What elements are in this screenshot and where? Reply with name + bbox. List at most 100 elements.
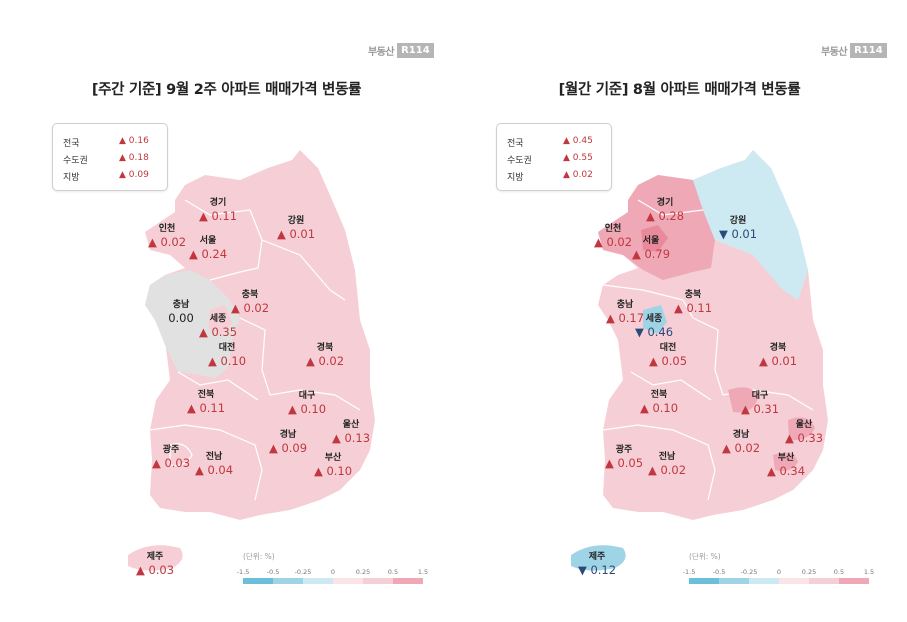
- region-name: 강원: [287, 216, 305, 226]
- region-label: 인천 ▲ 0.02: [594, 224, 632, 249]
- region-name: 광주: [162, 445, 180, 455]
- boundary-line: [692, 317, 814, 411]
- boundary-line: [239, 317, 361, 411]
- region-name: 인천: [158, 224, 176, 234]
- region-label: 충남 0.00: [168, 300, 194, 325]
- region-label: 광주 ▲ 0.03: [152, 445, 190, 470]
- color-scale-legend: (단위: %) -1.5 -0.5 -0.25 0 0.25 0.5 1.5: [237, 551, 429, 591]
- legend-ticks: -1.5 -0.5 -0.25 0 0.25 0.5 1.5: [237, 568, 429, 578]
- legend-tick: -1.5: [236, 568, 250, 576]
- region-label: 대전 ▲ 0.05: [649, 343, 687, 368]
- region-name: 제주: [588, 552, 606, 562]
- region-value: ▲ 0.10: [313, 464, 353, 478]
- summary-value: ▲ 0.02: [563, 170, 593, 180]
- region-label: 서울 ▲ 0.24: [189, 236, 227, 261]
- region-name: 경남: [279, 430, 297, 440]
- logo-badge: R114: [397, 42, 434, 58]
- summary-row: 지방 ▲ 0.09: [63, 170, 159, 186]
- region-value: ▲ 0.11: [198, 209, 238, 223]
- region-name: 경북: [769, 343, 787, 353]
- region-name: 전남: [205, 452, 223, 462]
- boundary-line: [630, 371, 712, 401]
- region-name: 부산: [777, 453, 795, 463]
- region-name: 대전: [218, 343, 236, 353]
- region-value: ▲ 0.04: [194, 463, 234, 477]
- legend-tick: 0.25: [355, 568, 371, 576]
- region-value: ▲ 0.02: [647, 463, 687, 477]
- region-label: 경북 ▲ 0.01: [759, 343, 797, 368]
- legend-color-segment: [779, 578, 809, 584]
- region-name: 충북: [684, 290, 702, 300]
- summary-value: ▲ 0.18: [119, 153, 149, 163]
- region-label: 세종 ▲ 0.35: [199, 314, 237, 339]
- region-label: 전남 ▲ 0.04: [195, 452, 233, 477]
- legend-tick: -0.5: [266, 568, 280, 576]
- region-label: 강원 ▲ 0.01: [277, 216, 315, 241]
- chungnam-region-fill: [145, 270, 240, 378]
- monthly-korea-map: [571, 150, 828, 571]
- region-value: ▲ 0.01: [276, 227, 316, 241]
- chart-title: [월간 기준] 8월 아파트 매매가격 변동률: [558, 82, 801, 98]
- region-label: 강원 ▼ 0.01: [719, 216, 757, 241]
- summary-value: ▲ 0.16: [119, 136, 149, 146]
- region-value: ▲ 0.09: [268, 441, 308, 455]
- ulsan-region-fill: [788, 417, 815, 441]
- region-label: 경남 ▲ 0.02: [722, 430, 760, 455]
- busan-region-fill: [773, 452, 798, 471]
- legend-tick: 0.5: [387, 568, 399, 576]
- legend-tick: 0: [330, 568, 336, 576]
- summary-label: 전국: [63, 139, 80, 149]
- region-name: 부산: [324, 453, 342, 463]
- seoul-region-fill: [641, 225, 668, 252]
- region-label: 울산 ▲ 0.13: [332, 420, 370, 445]
- gangwon-region-fill: [693, 150, 808, 300]
- legend-tick: -1.5: [682, 568, 696, 576]
- daegu-region-fill: [728, 387, 758, 413]
- logo-text: 부동산: [821, 46, 848, 58]
- legend-tick: 1.5: [863, 568, 875, 576]
- region-value: ▲ 0.02: [147, 235, 187, 249]
- boundary-line: [602, 424, 716, 501]
- region-name: 충북: [241, 290, 259, 300]
- region-value: ▲ 0.34: [766, 464, 806, 478]
- legend-tick: -0.25: [740, 568, 758, 576]
- legend-color-segment: [303, 578, 333, 584]
- chart-title: [주간 기준] 9월 2주 아파트 매매가격 변동률: [91, 82, 362, 98]
- region-label: 경북 ▲ 0.02: [306, 343, 344, 368]
- sejong-region-fill: [208, 305, 232, 335]
- legend-color-segment: [749, 578, 779, 584]
- region-label: 전북 ▲ 0.11: [187, 390, 225, 415]
- region-label: 광주 ▲ 0.05: [605, 445, 643, 470]
- region-label: 전북 ▲ 0.10: [640, 390, 678, 415]
- region-value: ▲ 0.05: [648, 354, 688, 368]
- region-label: 대구 ▲ 0.10: [288, 391, 326, 416]
- legend-unit: (단위: %): [689, 552, 721, 561]
- jeju-island: [128, 545, 183, 571]
- summary-value: ▲ 0.09: [119, 170, 149, 180]
- summary-box: 전국 ▲ 0.16 수도권 ▲ 0.18 지방 ▲ 0.09: [52, 123, 168, 191]
- color-scale-legend: (단위: %) -1.5 -0.5 -0.25 0 0.25 0.5 1.5: [683, 551, 875, 591]
- region-name: 대전: [659, 343, 677, 353]
- region-value: ▲ 0.35: [198, 325, 238, 339]
- region-label: 충북 ▲ 0.02: [231, 290, 269, 315]
- region-label: 인천 ▲ 0.02: [148, 224, 186, 249]
- jeju-island: [571, 545, 626, 571]
- region-name: 서울: [642, 236, 660, 246]
- region-value: ▲ 0.10: [287, 402, 327, 416]
- region-label: 제주 ▼ 0.12: [578, 552, 616, 577]
- logo: 부동산 R114: [368, 40, 434, 60]
- summary-value: ▲ 0.55: [563, 153, 593, 163]
- legend-color-bar: [689, 578, 869, 584]
- region-label: 경기 ▲ 0.11: [199, 198, 237, 223]
- region-value: ▲ 0.24: [188, 247, 228, 261]
- summary-label: 지방: [507, 173, 524, 183]
- legend-color-segment: [363, 578, 393, 584]
- legend-ticks: -1.5 -0.5 -0.25 0 0.25 0.5 1.5: [683, 568, 875, 578]
- region-name: 충남: [172, 300, 190, 310]
- legend-tick: 0.5: [833, 568, 845, 576]
- boundary-line: [602, 284, 694, 319]
- legend-tick: 0.25: [801, 568, 817, 576]
- region-label: 부산 ▲ 0.34: [767, 453, 805, 478]
- weekly-korea-map: [128, 150, 375, 571]
- region-value: ▲ 0.02: [593, 235, 633, 249]
